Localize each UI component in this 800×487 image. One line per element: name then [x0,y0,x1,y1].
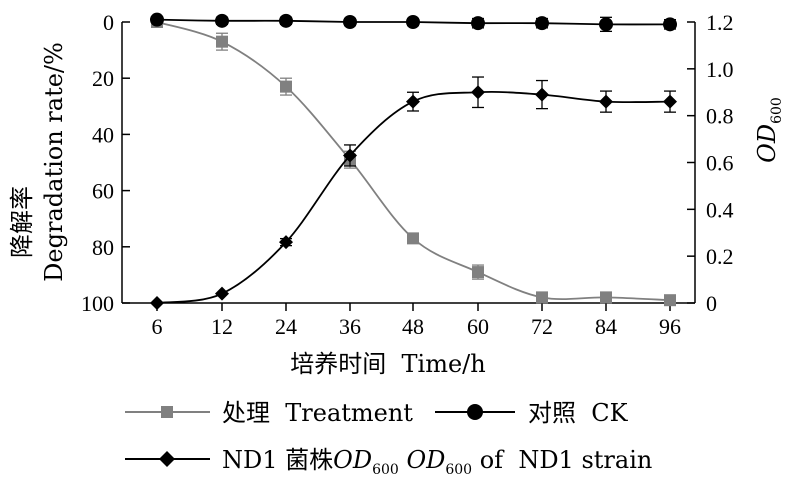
right-tick-label: 0 [706,291,717,316]
diamond-marker-icon [159,451,175,467]
data-point-square [664,294,676,307]
left-ticks: 0 20 40 60 80 100 [81,10,130,316]
axes [121,22,696,304]
data-point-square [536,291,548,304]
data-point-square [600,291,612,304]
data-point-circle [535,16,549,31]
series-circle [150,12,677,33]
data-point-circle [343,15,357,29]
legend-nd1-sub2: 600 [445,462,472,478]
data-point-diamond [471,85,485,100]
data-point-diamond [150,296,164,310]
data-point-square [472,266,484,279]
legend-nd1-sub1: 600 [372,462,399,478]
data-point-circle [215,13,229,28]
data-point-diamond [343,148,357,163]
left-tick-label: 0 [103,10,114,35]
data-point-square [407,232,419,245]
left-tick-label: 40 [92,122,114,147]
circle-marker-icon [467,404,483,420]
data-point-circle [406,15,420,29]
left-axis-title: 降解率 [8,186,36,258]
x-tick-label: 72 [531,314,553,339]
y-label-right-main: OD [753,124,781,163]
x-tick-label: 12 [211,314,233,339]
y-label-left-en: Degradation rate/% [40,42,68,282]
x-axis-title: 培养时间 Time/h [290,350,485,378]
series-square [151,16,676,307]
right-tick-label: 0.8 [706,104,734,129]
legend-item-ck: 对照 CK [435,399,629,427]
right-axis-title: OD600 [753,97,785,163]
legend-nd1-prefix: ND1 菌株 [222,446,333,474]
x-tick-label: 84 [595,314,617,339]
x-tick-label: 24 [275,314,297,339]
data-point-circle [599,17,613,32]
data-point-circle [150,12,164,27]
data-point-square [280,80,292,93]
right-tick-label: 0.2 [706,244,734,269]
svg-text:OD600: OD600 [753,97,785,163]
legend-label-ck: 对照 CK [528,399,629,427]
series-layer [150,12,677,310]
x-tick-label: 48 [402,314,424,339]
series-diamond [150,76,677,310]
data-point-diamond [535,87,549,102]
y-label-right-sub: 600 [769,97,785,124]
data-point-diamond [406,94,420,109]
x-tick-label: 6 [152,314,163,339]
right-tick-label: 1.2 [706,10,734,35]
legend-nd1-od2: OD [406,446,445,474]
square-marker-icon [161,406,173,418]
legend: 处理 Treatment 对照 CK ND1 菌株OD600 OD600 of … [125,399,652,478]
svg-text:ND1 菌株OD600 OD600 of ND1 stra: ND1 菌株OD600 OD600 of ND1 strain [222,446,652,478]
data-point-square [216,35,228,48]
y-label-left-cn: 降解率 [8,186,36,258]
data-point-diamond [279,235,293,250]
x-tick-label: 36 [339,314,361,339]
left-axis-title-en: Degradation rate/% [40,42,68,282]
right-ticks: 0 0.2 0.4 0.6 0.8 1.0 1.2 [687,10,734,316]
data-point-circle [663,17,677,32]
legend-item-treatment: 处理 Treatment [125,399,413,427]
x-tick-label: 96 [659,314,681,339]
legend-nd1-suffix: of ND1 strain [472,446,652,474]
right-tick-label: 0.6 [706,151,734,176]
x-tick-label: 60 [467,314,489,339]
left-tick-label: 80 [92,235,114,260]
left-tick-label: 60 [92,179,114,204]
x-ticks: 6 12 24 36 48 60 72 84 96 [152,303,681,339]
left-tick-label: 20 [92,66,114,91]
right-tick-label: 0.4 [706,197,734,222]
data-point-circle [279,13,293,28]
data-point-diamond [215,286,229,301]
data-point-circle [471,16,485,31]
legend-nd1-od1: OD [333,446,372,474]
legend-item-nd1: ND1 菌株OD600 OD600 of ND1 strain [125,446,652,478]
data-point-diamond [663,94,677,109]
legend-label-treatment: 处理 Treatment [222,399,413,427]
series-line [156,90,671,304]
series-line [156,21,671,302]
right-tick-label: 1.0 [706,57,734,82]
data-point-diamond [599,94,613,109]
left-tick-label: 100 [81,291,114,316]
